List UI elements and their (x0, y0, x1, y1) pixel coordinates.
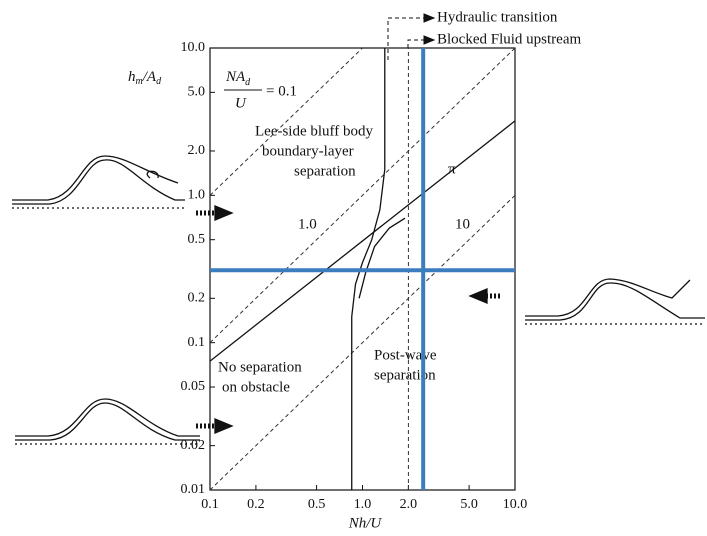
annotation: boundary-layer (262, 143, 354, 159)
sketch-right (468, 278, 705, 325)
y-label-part: m (136, 76, 143, 87)
y-tick-label: 2.0 (188, 143, 206, 158)
y-label-part: h (128, 69, 136, 85)
y-axis-label: hm/Ad (128, 69, 162, 87)
ratio-part: d (245, 77, 251, 88)
series-line (358, 217, 406, 299)
annotation: Blocked Fluid upstream (437, 31, 581, 47)
ratio-label: NAd (225, 69, 251, 88)
annotation: separation (374, 367, 436, 383)
x-tick-label: 0.5 (308, 497, 326, 512)
ratio-part: U (235, 95, 247, 111)
series-line (209, 47, 363, 196)
annotation: on obstacle (222, 379, 290, 395)
x-tick-label: 2.0 (400, 497, 418, 512)
series-line (209, 120, 516, 362)
y-tick-label: 0.05 (181, 379, 206, 394)
y-tick-label: 0.2 (188, 291, 206, 306)
series-line (209, 194, 516, 491)
y-tick-label: 5.0 (188, 85, 206, 100)
x-tick-label: 0.1 (201, 497, 219, 512)
x-tick-label: 10.0 (503, 497, 528, 512)
series-label: π (448, 161, 456, 177)
y-tick-label: 0.5 (188, 232, 206, 247)
y-tick-label: 10.0 (181, 40, 206, 55)
ratio-part: NA (225, 69, 246, 85)
series-label: 1.0 (298, 216, 317, 232)
series-label: 10 (455, 216, 470, 232)
x-tick-label: 0.2 (247, 497, 265, 512)
y-tick-label: 0.01 (181, 482, 206, 497)
ratio-part: = 0.1 (266, 83, 297, 99)
x-tick-label: 5.0 (460, 497, 478, 512)
y-tick-label: 0.1 (188, 335, 206, 350)
sketch-top-left (12, 155, 234, 221)
annotation: separation (294, 163, 356, 179)
series-line (209, 47, 516, 344)
y-label-part: /A (142, 69, 157, 85)
sketch-bottom-left (15, 398, 234, 445)
transition-pointers (387, 13, 436, 60)
annotation: Lee-side bluff body (255, 123, 374, 139)
x-axis-label: Nh/U (348, 515, 383, 531)
annotation: No separation (218, 359, 302, 375)
y-label-part: d (156, 76, 162, 87)
annotation: Post-wave (374, 347, 437, 363)
series-line (351, 48, 386, 490)
annotation: Hydraulic transition (437, 9, 558, 25)
y-tick-label: 1.0 (188, 188, 206, 203)
x-tick-label: 1.0 (354, 497, 372, 512)
y-tick-label: 0.02 (181, 438, 206, 453)
